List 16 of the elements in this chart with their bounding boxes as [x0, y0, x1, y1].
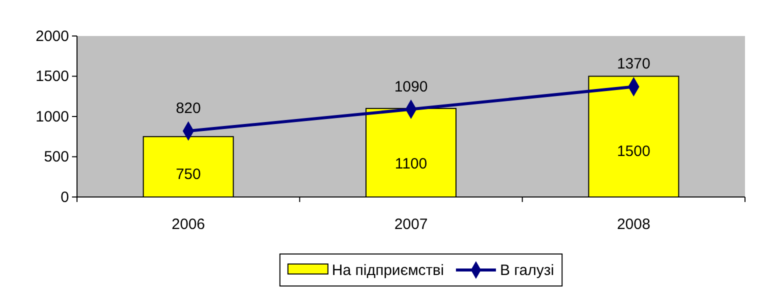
- y-tick-label: 0: [60, 188, 69, 206]
- legend-label: На підприємстві: [332, 262, 444, 279]
- data-label: 1500: [616, 143, 650, 160]
- x-tick-label: 2007: [394, 216, 428, 233]
- legend-label: В галузі: [500, 262, 554, 279]
- data-label: 1100: [394, 155, 428, 172]
- data-label: 820: [176, 100, 201, 117]
- y-tick-label: 500: [44, 148, 69, 166]
- x-tick-label: 2006: [172, 216, 206, 233]
- data-label: 1370: [616, 56, 650, 73]
- y-tick-label: 1000: [36, 108, 69, 126]
- x-tick-label: 2008: [616, 216, 650, 233]
- y-tick-label: 2000: [36, 28, 69, 45]
- data-label: 1090: [394, 78, 428, 96]
- data-label: 750: [176, 166, 201, 184]
- y-tick-label: 1500: [36, 68, 69, 86]
